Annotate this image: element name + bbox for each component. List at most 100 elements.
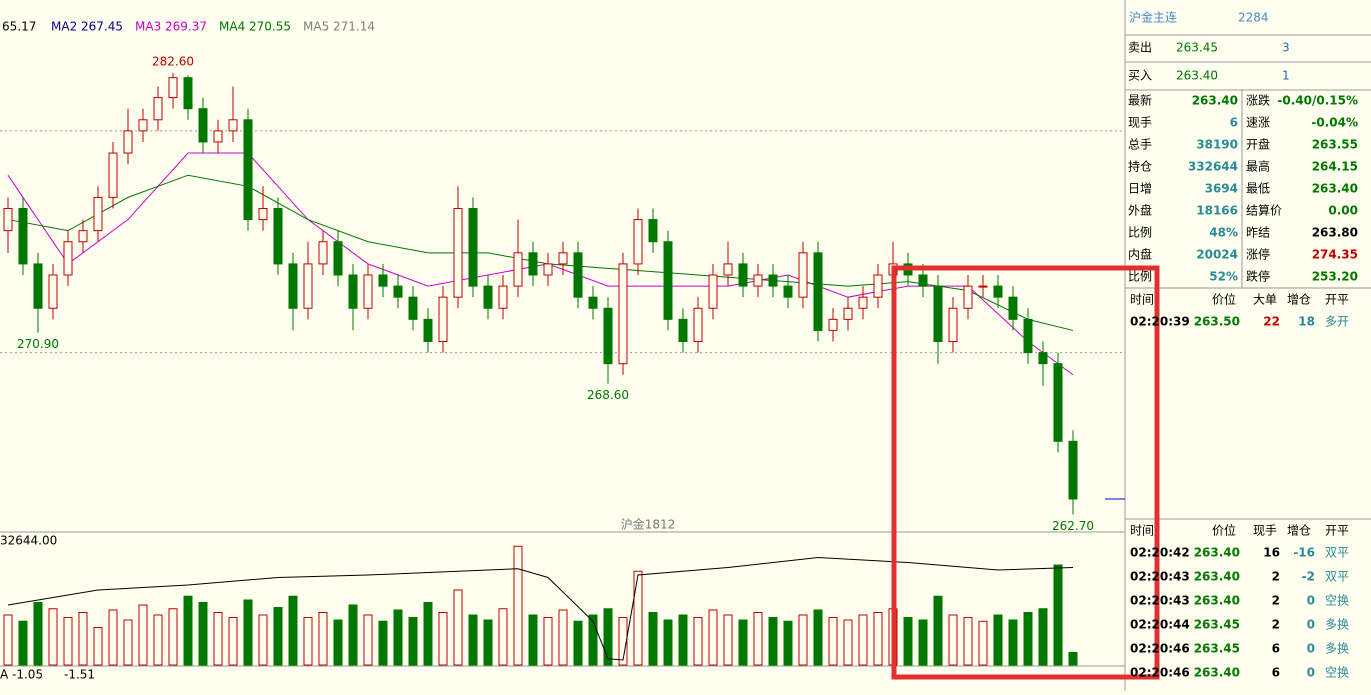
candle-body [1023,318,1033,354]
candle-body [543,263,553,276]
table-header: 现手 [1253,524,1277,538]
table-cell: 空换 [1325,594,1349,608]
volume-bar [423,602,433,666]
volume-bar [108,609,118,666]
ma-legend: MA5 271.14 [303,20,375,34]
volume-bar [258,614,268,666]
volume-bar [543,617,553,666]
table-cell: 0 [1307,594,1315,608]
indicator-label: -1.51 [64,668,95,682]
contract-code: 2284 [1238,11,1269,25]
field-value: 263.80 [1312,226,1358,240]
candle-body [813,252,823,331]
volume-bar [708,609,718,666]
volume-bar [513,545,523,666]
volume-bar [153,614,163,666]
table-cell: 02:20:46 [1130,642,1190,656]
candle-body [978,285,988,288]
table-cell: 22 [1263,315,1280,329]
table-cell: 16 [1263,546,1280,560]
volume-bar [3,614,13,666]
candle-body [993,285,1003,298]
field-label: 跌停 [1246,269,1270,284]
contract-name: 沪金主连 [1129,10,1177,25]
candle-body [768,274,778,287]
volume-bar [828,617,838,666]
volume-bar [633,570,643,666]
candle-body [603,307,613,365]
table-cell: -2 [1302,570,1315,584]
table-cell: 263.40 [1194,594,1240,608]
candle-body [918,274,928,287]
quote-label: 卖出 [1128,41,1152,55]
candle-body [93,196,103,232]
field-value: 48% [1209,226,1238,240]
open-interest-line [7,556,1074,661]
volume-bar [1068,652,1078,666]
table-cell: 02:20:43 [1130,570,1190,584]
volume-bar [348,604,358,666]
table-cell: 02:20:42 [1130,546,1190,560]
candle-body [873,274,883,298]
table-cell: 263.45 [1194,642,1240,656]
volume-bar [933,595,943,666]
candle-body [483,285,493,309]
quote-qty: 3 [1282,41,1290,55]
volume-bar [753,612,763,666]
volume-bar [903,617,913,666]
candle-body [258,207,268,221]
volume-bar [813,609,823,666]
field-value: 264.15 [1312,160,1358,174]
field-value: -0.04% [1311,116,1358,130]
field-value: 52% [1209,270,1238,284]
table-cell: 双平 [1325,546,1349,560]
field-value: 253.20 [1312,270,1358,284]
table-header: 大单 [1253,293,1277,307]
ma-legend: 65.17 [2,20,36,34]
volume-bar [48,608,58,666]
field-value: 20024 [1196,248,1238,262]
volume-bar [453,589,463,666]
field-value: 263.55 [1312,138,1358,152]
table-cell: 多换 [1325,642,1349,656]
candle-body [108,152,118,198]
table-header: 开平 [1325,524,1349,538]
volume-label: 32644.00 [0,534,57,548]
candle-body [348,274,358,309]
volume-bar [63,617,73,666]
volume-bar [858,614,868,666]
volume-bar [273,607,283,666]
table-cell: 6 [1272,666,1280,680]
volume-bar [123,619,133,666]
candle-body [513,252,523,287]
candle-body [798,252,808,298]
field-label: 总手 [1128,138,1152,152]
table-cell: 2 [1272,618,1280,632]
field-label: 涨跌 [1246,93,1270,108]
table-header: 价位 [1212,523,1236,538]
table-cell: -16 [1293,546,1315,560]
table-cell: 263.40 [1194,570,1240,584]
field-label: 持仓 [1128,159,1152,174]
candle-body [1038,352,1048,365]
candle-body [573,252,583,298]
field-label: 涨停 [1246,247,1270,262]
field-label: 速涨 [1246,115,1270,130]
volume-bar [93,627,103,666]
volume-bar [768,617,778,666]
volume-bar [603,608,613,666]
table-cell: 多开 [1325,315,1349,329]
quote-label: 买入 [1128,69,1152,83]
volume-bar [318,612,328,666]
volume-bar [993,614,1003,666]
volume-bar [483,619,493,666]
volume-bar [1008,619,1018,666]
field-value: 332644 [1188,160,1238,174]
volume-bar [138,604,148,666]
candle-body [423,318,433,343]
candle-body [333,241,343,276]
volume-bar [168,608,178,666]
volume-bar [783,620,793,666]
